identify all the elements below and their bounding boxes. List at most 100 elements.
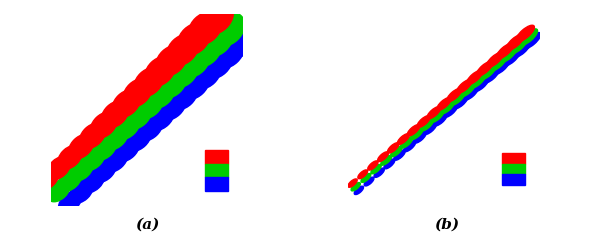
Ellipse shape	[499, 47, 517, 62]
Ellipse shape	[487, 52, 503, 67]
Ellipse shape	[59, 191, 82, 214]
Ellipse shape	[509, 38, 527, 54]
Ellipse shape	[460, 83, 475, 97]
Ellipse shape	[124, 124, 151, 151]
Bar	[502, 174, 524, 185]
Bar	[205, 177, 227, 190]
Ellipse shape	[440, 101, 454, 114]
Ellipse shape	[199, 1, 233, 34]
Text: (a): (a)	[135, 218, 159, 232]
Ellipse shape	[401, 137, 412, 148]
Ellipse shape	[80, 169, 104, 193]
Ellipse shape	[123, 79, 152, 107]
Ellipse shape	[222, 24, 256, 58]
Ellipse shape	[80, 123, 106, 149]
Ellipse shape	[102, 124, 128, 150]
Ellipse shape	[146, 102, 175, 131]
Ellipse shape	[178, 46, 210, 77]
Ellipse shape	[69, 157, 94, 181]
Ellipse shape	[113, 113, 140, 139]
Ellipse shape	[102, 147, 128, 172]
Ellipse shape	[178, 69, 209, 99]
Ellipse shape	[200, 47, 233, 79]
Text: (b): (b)	[434, 218, 460, 232]
Ellipse shape	[516, 25, 535, 42]
Ellipse shape	[145, 79, 175, 108]
Ellipse shape	[91, 135, 116, 160]
Ellipse shape	[424, 123, 436, 135]
Ellipse shape	[145, 56, 175, 86]
Ellipse shape	[463, 87, 478, 100]
Ellipse shape	[443, 105, 457, 117]
Ellipse shape	[135, 113, 163, 141]
Ellipse shape	[476, 61, 493, 76]
Ellipse shape	[69, 134, 94, 159]
Ellipse shape	[351, 183, 361, 191]
Ellipse shape	[470, 74, 485, 88]
Ellipse shape	[91, 112, 117, 138]
Ellipse shape	[397, 134, 409, 144]
Ellipse shape	[519, 29, 538, 45]
Ellipse shape	[101, 101, 128, 128]
Ellipse shape	[417, 116, 430, 127]
Ellipse shape	[70, 180, 93, 203]
Ellipse shape	[200, 24, 233, 57]
Ellipse shape	[503, 51, 520, 66]
Ellipse shape	[410, 128, 423, 139]
Ellipse shape	[348, 179, 357, 187]
Ellipse shape	[447, 88, 461, 102]
Ellipse shape	[407, 125, 420, 136]
Ellipse shape	[371, 165, 381, 174]
Ellipse shape	[496, 43, 514, 59]
Ellipse shape	[427, 107, 440, 119]
Ellipse shape	[36, 168, 59, 190]
Ellipse shape	[430, 110, 444, 122]
Ellipse shape	[134, 90, 163, 119]
Ellipse shape	[134, 67, 164, 97]
Ellipse shape	[394, 150, 405, 160]
Ellipse shape	[384, 159, 395, 169]
Ellipse shape	[467, 70, 482, 84]
Ellipse shape	[368, 161, 378, 170]
Ellipse shape	[377, 152, 388, 162]
Bar	[502, 153, 524, 164]
Ellipse shape	[364, 177, 374, 186]
Ellipse shape	[523, 33, 541, 49]
Ellipse shape	[453, 96, 468, 109]
Ellipse shape	[58, 168, 82, 191]
Ellipse shape	[483, 69, 499, 83]
Ellipse shape	[124, 102, 152, 129]
Bar	[502, 164, 524, 174]
Ellipse shape	[80, 146, 105, 171]
Ellipse shape	[167, 34, 199, 66]
Ellipse shape	[480, 65, 496, 80]
Ellipse shape	[112, 90, 140, 117]
Ellipse shape	[493, 60, 509, 75]
Ellipse shape	[374, 168, 385, 177]
Ellipse shape	[388, 143, 399, 153]
Ellipse shape	[413, 132, 426, 143]
Ellipse shape	[361, 173, 371, 182]
Ellipse shape	[211, 36, 244, 68]
Ellipse shape	[506, 34, 524, 50]
Ellipse shape	[437, 98, 451, 110]
Ellipse shape	[188, 12, 222, 45]
Bar	[205, 150, 227, 164]
Ellipse shape	[167, 80, 198, 110]
Ellipse shape	[433, 114, 447, 126]
Ellipse shape	[391, 146, 402, 157]
Ellipse shape	[381, 155, 392, 165]
Ellipse shape	[354, 186, 364, 194]
Ellipse shape	[421, 119, 433, 131]
Ellipse shape	[156, 68, 187, 98]
Ellipse shape	[450, 92, 464, 105]
Ellipse shape	[157, 91, 186, 120]
Ellipse shape	[358, 170, 368, 179]
Ellipse shape	[47, 157, 71, 179]
Ellipse shape	[211, 13, 245, 46]
Ellipse shape	[167, 57, 198, 88]
Ellipse shape	[91, 158, 116, 183]
Ellipse shape	[58, 145, 82, 169]
Bar	[205, 164, 227, 177]
Ellipse shape	[156, 45, 187, 76]
